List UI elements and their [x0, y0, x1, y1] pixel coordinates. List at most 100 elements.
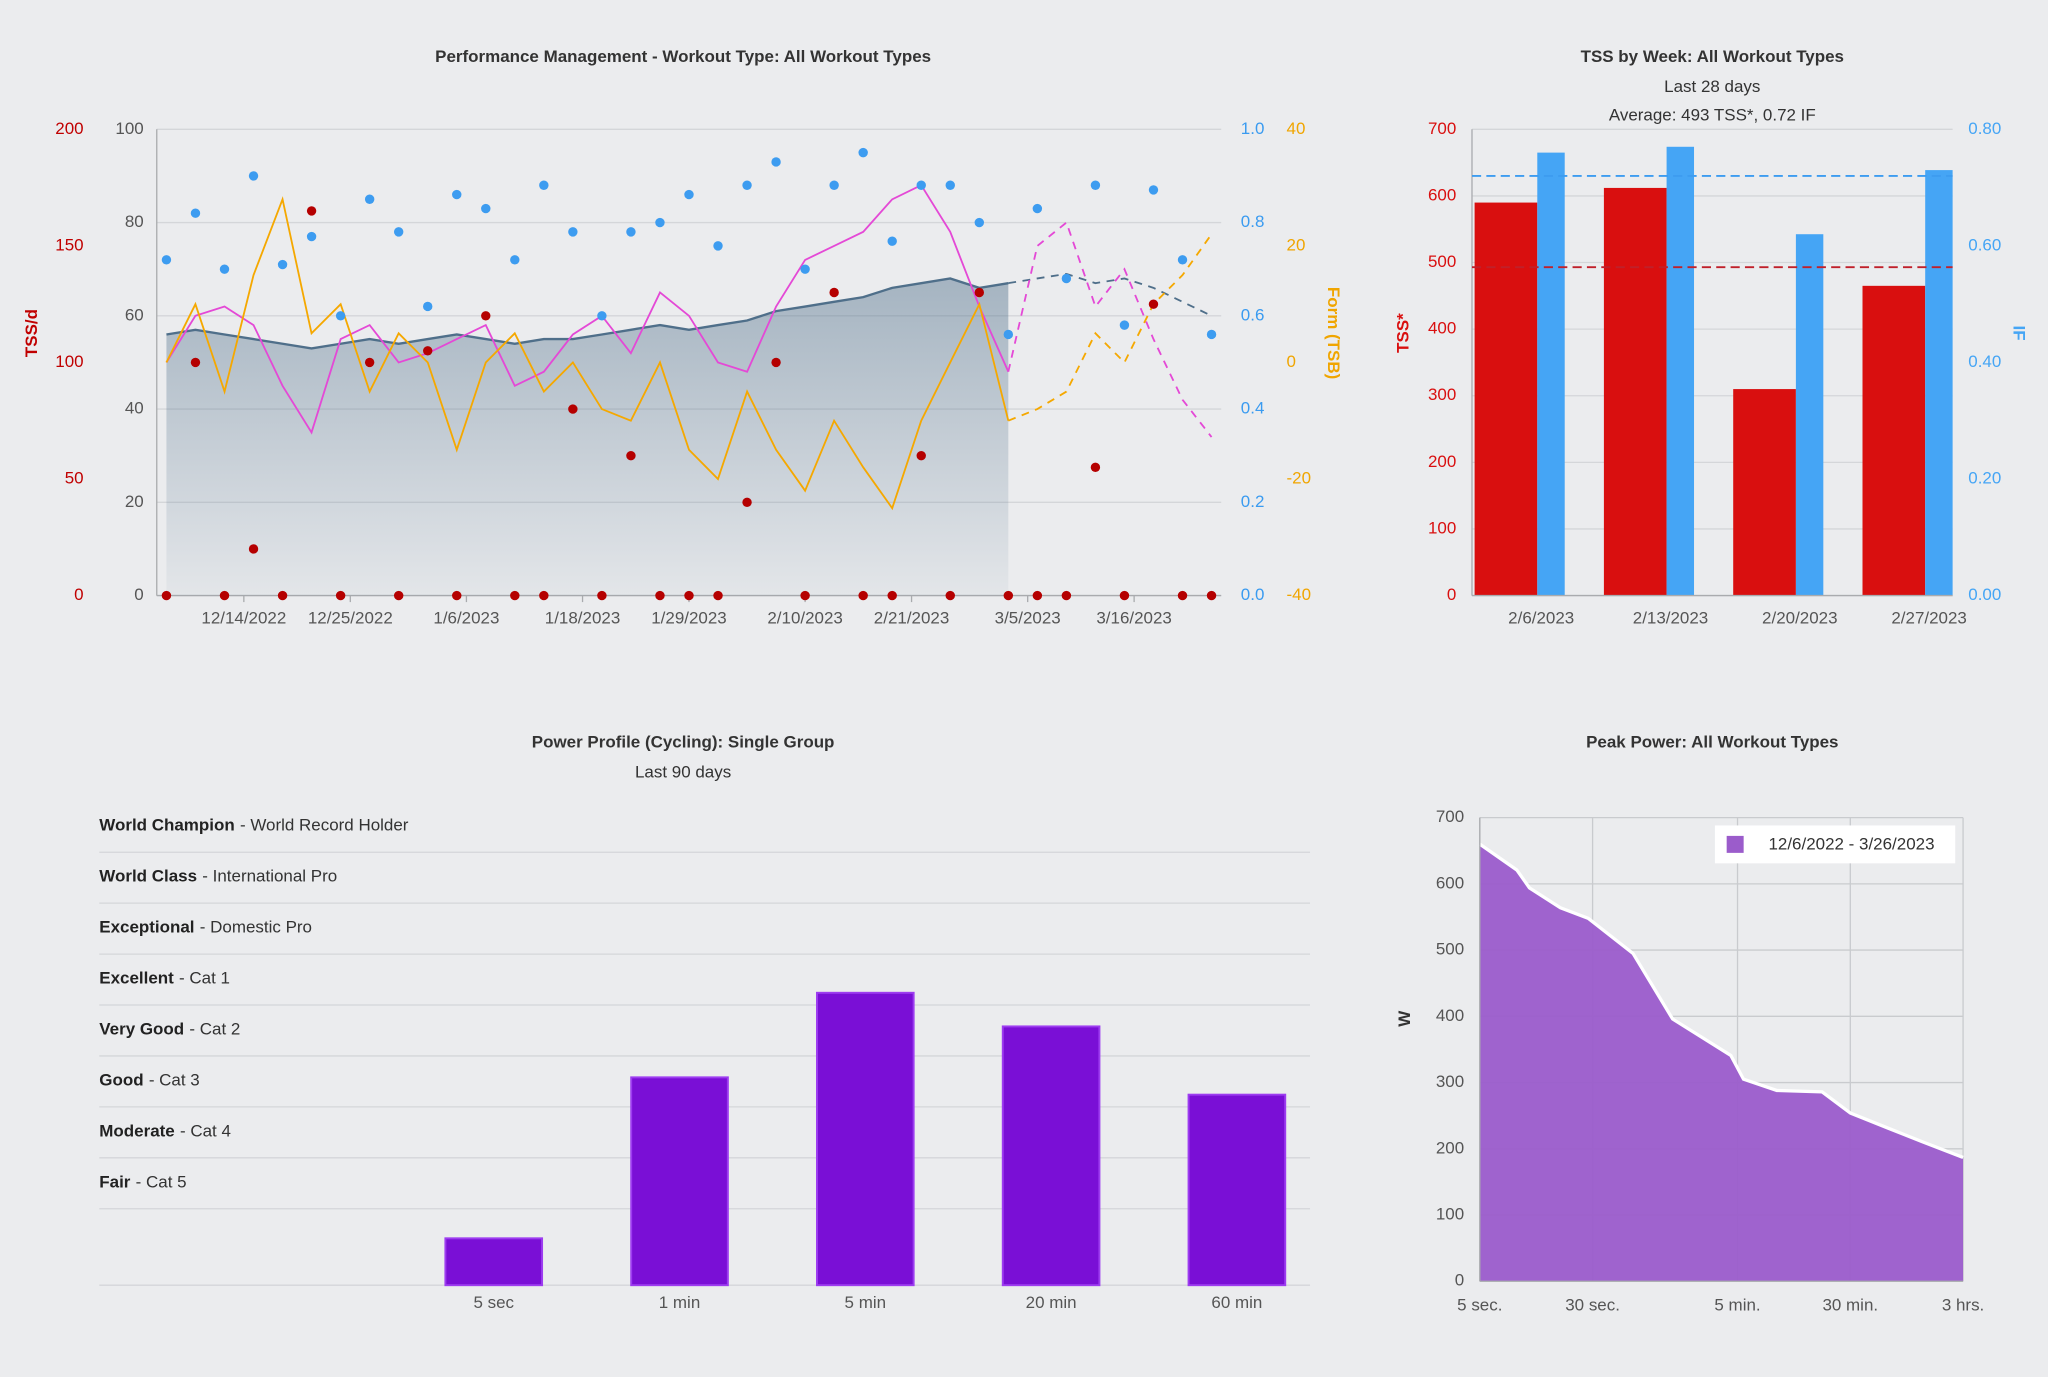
data-point — [568, 404, 578, 414]
axis-title: W — [1395, 1011, 1414, 1027]
data-point — [423, 346, 433, 356]
data-point — [684, 189, 694, 200]
area-fill — [166, 278, 1009, 596]
x-tick-label: 30 min. — [1822, 1296, 1878, 1315]
data-point — [597, 311, 607, 321]
x-tick-label: 2/20/2023 — [1762, 609, 1837, 628]
y-tick-label: 500 — [1428, 252, 1456, 271]
level-name: Exceptional — [99, 918, 194, 937]
level-description: - Domestic Pro — [200, 918, 312, 937]
y-tick-label: 0.0 — [1241, 585, 1265, 604]
line — [165, 196, 1010, 511]
chart-subtitle: Last 90 days — [635, 763, 731, 782]
y-tick-label: 700 — [1436, 807, 1464, 826]
data-point — [945, 180, 955, 190]
y-tick-label: 0.8 — [1241, 212, 1265, 231]
level-label: Exceptional - Domestic Pro — [99, 918, 312, 937]
axis-title: TSS/d — [22, 309, 41, 357]
level-name: World Class — [99, 867, 197, 886]
y-tick-label: 150 — [55, 235, 83, 254]
y-tick-label: 40 — [1287, 119, 1306, 138]
y2-tick-label: 0.20 — [1968, 468, 2001, 487]
y-tick-label: 100 — [1436, 1205, 1464, 1224]
x-tick-label: 1 min — [659, 1293, 701, 1312]
data-point — [568, 227, 578, 237]
data-point — [364, 194, 375, 204]
y-tick-label: 300 — [1428, 385, 1456, 404]
data-point — [858, 590, 868, 601]
data-point — [1177, 590, 1188, 601]
y2-tick-label: 0.60 — [1968, 235, 2001, 254]
data-point — [829, 180, 839, 190]
data-point — [829, 287, 839, 298]
data-point — [393, 227, 404, 237]
level-label: Excellent - Cat 1 — [99, 969, 230, 988]
data-point — [771, 157, 781, 167]
y-tick-label: 600 — [1428, 185, 1456, 204]
x-tick-label: 3/16/2023 — [1096, 609, 1172, 628]
data-point — [974, 217, 984, 228]
y-tick-label: 400 — [1428, 319, 1456, 338]
bar — [1666, 146, 1695, 596]
data-point — [597, 590, 607, 601]
x-tick-label: 2/13/2023 — [1633, 609, 1709, 628]
chart-title: TSS by Week: All Workout Types — [1581, 47, 1844, 66]
data-point — [887, 236, 897, 246]
data-point — [335, 311, 346, 321]
level-description: - Cat 4 — [180, 1122, 231, 1141]
level-name: Excellent — [99, 969, 174, 988]
level-name: Good — [99, 1071, 143, 1090]
y-tick-label: 300 — [1436, 1072, 1464, 1091]
y-tick-label: 80 — [125, 212, 144, 231]
chart-title: Peak Power: All Workout Types — [1586, 733, 1838, 752]
y-tick-label: -20 — [1287, 468, 1312, 487]
y-tick-label: 200 — [1428, 452, 1456, 471]
bar — [1603, 187, 1667, 596]
level-description: - International Pro — [202, 867, 337, 886]
y-tick-label: 700 — [1428, 119, 1456, 138]
level-label: Good - Cat 3 — [99, 1071, 199, 1090]
bar — [1862, 285, 1926, 596]
y-tick-label: 0 — [1455, 1271, 1464, 1290]
data-point — [1061, 590, 1072, 601]
y-tick-label: 20 — [125, 492, 144, 511]
x-tick-label: 20 min — [1026, 1293, 1077, 1312]
data-point — [306, 231, 317, 242]
y2-tick-label: 0.40 — [1968, 352, 2001, 371]
bar — [1001, 1025, 1101, 1287]
data-point — [1206, 329, 1217, 340]
x-tick-label: 3 hrs. — [1942, 1296, 1984, 1315]
y-tick-label: 0 — [1287, 352, 1296, 371]
data-point — [626, 450, 636, 461]
data-point — [858, 147, 868, 158]
data-point — [277, 590, 288, 601]
y-tick-label: 0.4 — [1241, 399, 1265, 418]
y-tick-label: 1.0 — [1241, 119, 1265, 138]
axis-title: Form (TSB) — [1324, 287, 1343, 379]
axis-title: IF — [2009, 326, 2028, 341]
projection-line — [1007, 233, 1213, 422]
level-name: Moderate — [99, 1122, 174, 1141]
y2-tick-label: 0.80 — [1968, 119, 2001, 138]
data-point — [335, 590, 346, 601]
x-tick-label: 2/27/2023 — [1891, 609, 1967, 628]
y2-tick-label: 0.00 — [1968, 585, 2001, 604]
data-point — [1003, 329, 1014, 340]
x-tick-label: 1/6/2023 — [433, 609, 499, 628]
data-point — [713, 241, 723, 251]
legend-label: 12/6/2022 - 3/26/2023 — [1768, 835, 1934, 854]
level-label: World Class - International Pro — [99, 867, 337, 886]
y-tick-label: 60 — [125, 305, 144, 324]
data-point — [800, 264, 810, 274]
y-tick-label: 50 — [65, 468, 84, 487]
x-tick-label: 3/5/2023 — [995, 609, 1061, 628]
data-point — [742, 497, 752, 508]
bar — [1733, 389, 1796, 596]
data-point — [1090, 180, 1101, 190]
data-point — [481, 311, 491, 321]
level-name: Fair — [99, 1173, 131, 1192]
bar — [1187, 1093, 1287, 1287]
y-tick-label: 0 — [134, 585, 143, 604]
